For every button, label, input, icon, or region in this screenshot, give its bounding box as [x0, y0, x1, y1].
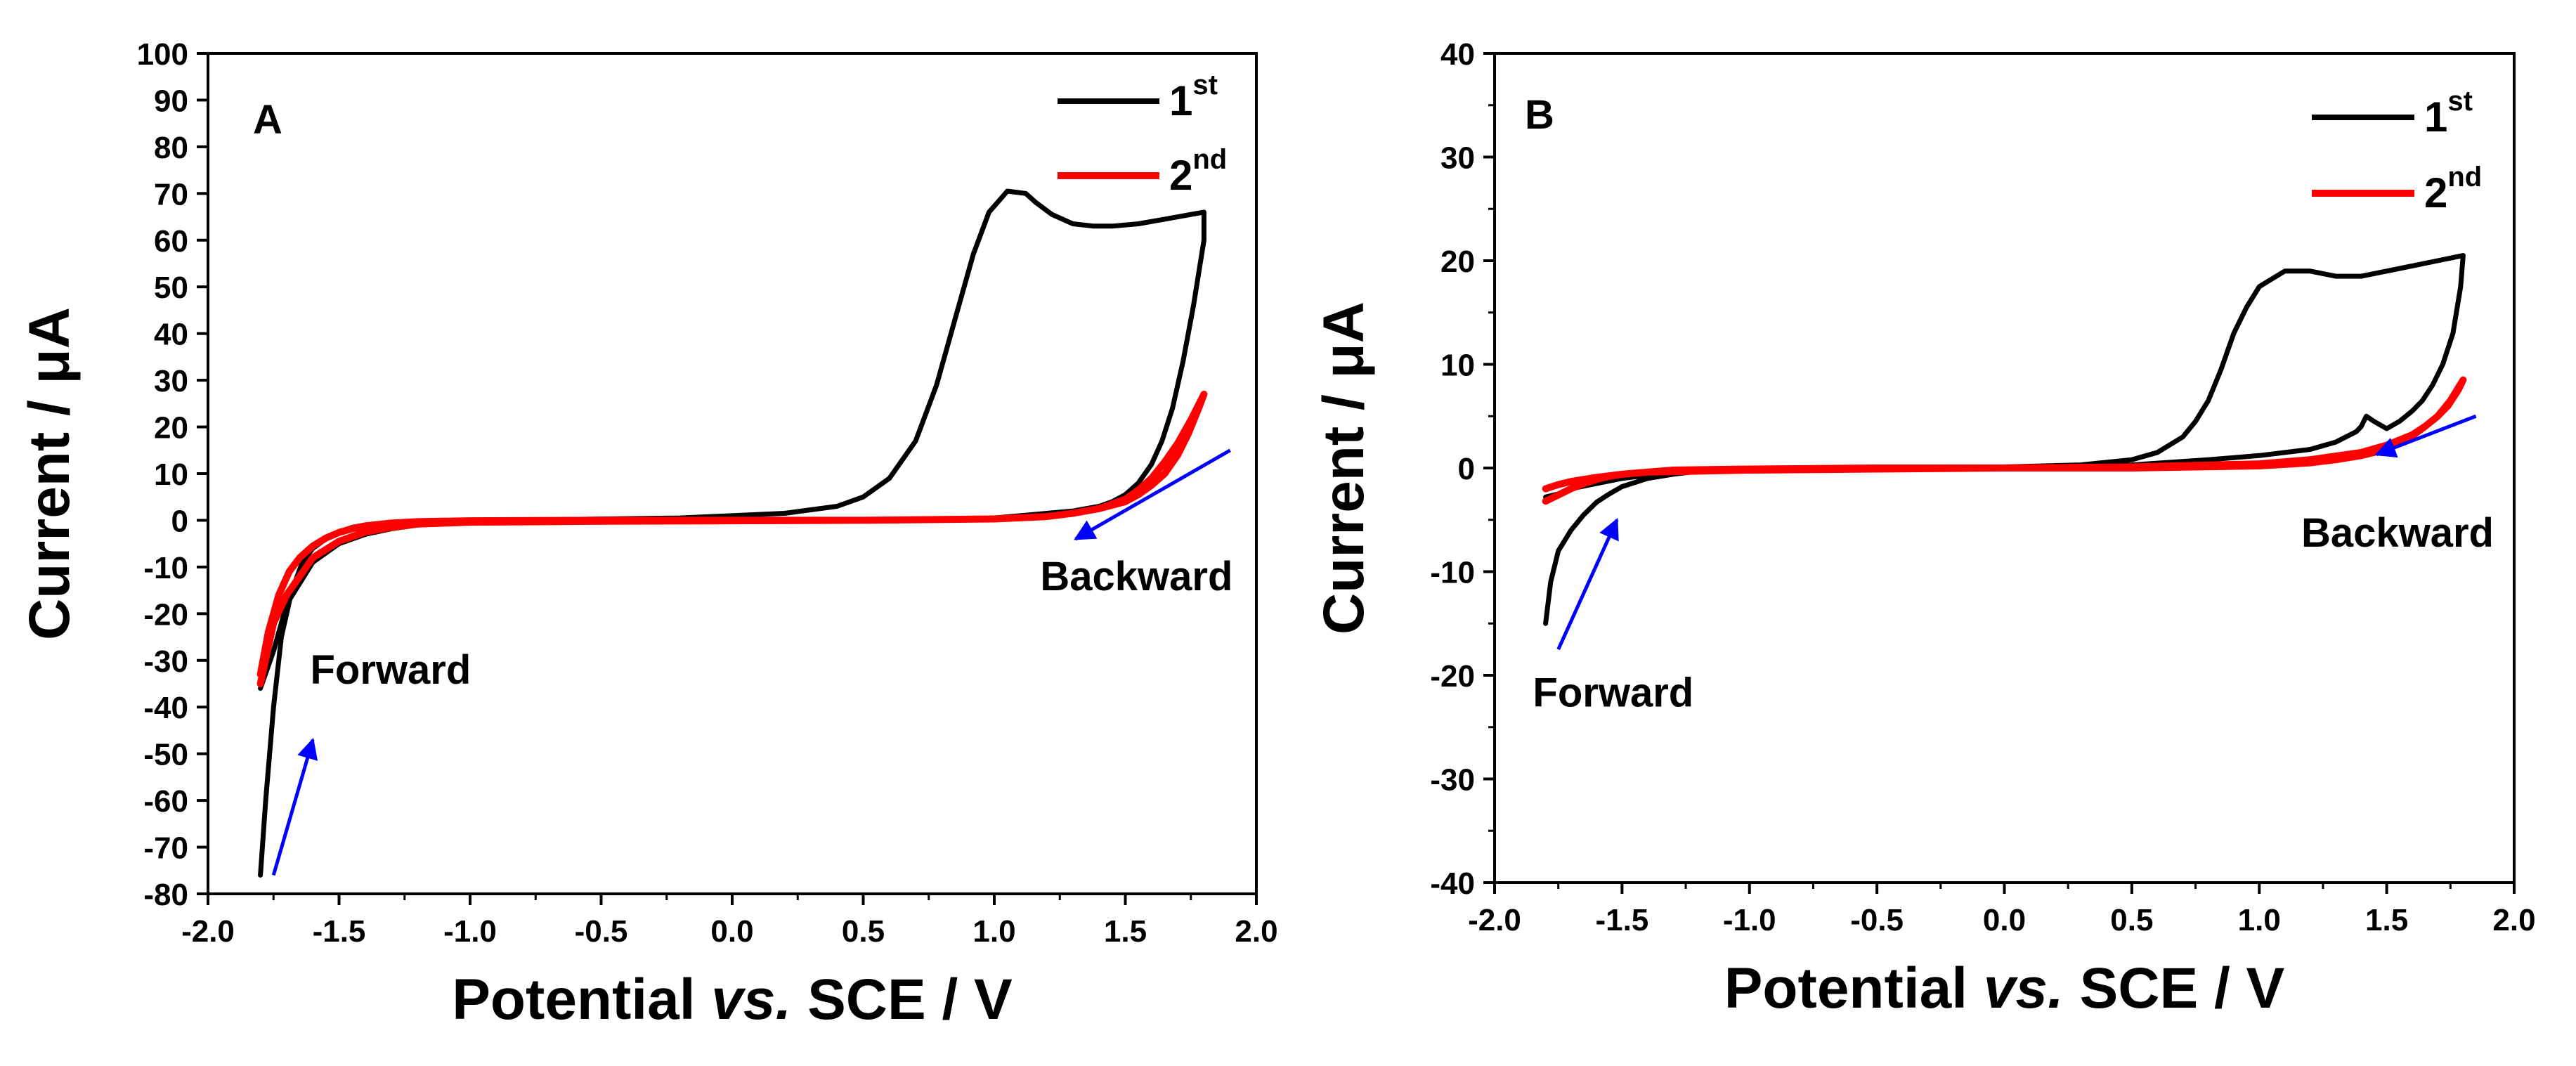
forward-arrow [1556, 518, 1619, 651]
x-axis-label-space [696, 968, 712, 1032]
x-tick-label: -0.5 [575, 914, 628, 949]
x-tick-label: 1.0 [972, 914, 1015, 949]
x-tick-label: 0.5 [2110, 903, 2153, 937]
legend-label: 1st [1169, 70, 1218, 124]
x-tick-label: -1.5 [313, 914, 366, 949]
legend-label-sup: nd [1192, 144, 1227, 175]
y-tick-label: -60 [143, 784, 188, 819]
x-axis-label: Potential vs. SCE / V [1724, 956, 2285, 1020]
y-tick-label: -30 [1430, 763, 1475, 798]
legend-label-base: 1 [1169, 77, 1192, 124]
x-tick-label: 0.5 [842, 914, 885, 949]
y-tick-label: -40 [1430, 866, 1475, 901]
series-line-first [258, 188, 1206, 878]
series-line-second [256, 391, 1208, 687]
x-tick-label: 0.0 [710, 914, 753, 949]
y-tick-label: 0 [1458, 452, 1475, 486]
annotation-backward: Backward [2301, 510, 2494, 556]
y-tick-label: -20 [143, 597, 188, 632]
series-line-second [1542, 376, 2467, 505]
x-tick-label: -1.0 [443, 914, 497, 949]
x-axis-label-rest: SCE / V [807, 968, 1013, 1032]
backward-arrow [1074, 448, 1231, 541]
y-tick-label: 30 [1440, 141, 1475, 176]
x-axis-label-space [1967, 956, 1984, 1020]
backward-arrow [2374, 414, 2477, 458]
y-tick-label: 10 [1440, 349, 1475, 383]
forward-arrow [271, 737, 318, 876]
panel-b: -2.0 -1.5 -1.0 -0.5 0.0 0.5 1.0 1.5 2.0 -40 -30 -20… [1312, 37, 2536, 1020]
x-tick-label: -1.5 [1595, 903, 1648, 937]
y-tick-label: -10 [143, 551, 188, 585]
annotation-forward: Forward [1533, 670, 1693, 715]
legend-label: 2nd [2424, 162, 2482, 216]
y-tick-label: 40 [154, 318, 188, 352]
legend-label-sup: st [1192, 70, 1218, 100]
legend-label-sup: st [2447, 86, 2473, 117]
panel-a: -2.0 -1.5 -1.0 -0.5 0.0 0.5 1.0 1.5 2.0 -80 -70 -60… [18, 37, 1278, 1032]
y-tick-label: -50 [143, 738, 188, 772]
x-tick-label: 1.5 [2365, 903, 2408, 937]
legend-label-base: 1 [2424, 93, 2447, 141]
legend-label-base: 2 [2424, 169, 2447, 216]
legend-label: 2nd [1169, 144, 1227, 199]
y-tick-label: -80 [143, 878, 188, 912]
panel-letter: B [1525, 92, 1554, 138]
x-axis-label: Potential vs. SCE / V [452, 968, 1013, 1032]
y-tick-label: 90 [154, 84, 188, 118]
x-tick-label: 0.0 [1983, 903, 2026, 937]
x-axis-label-main: Potential [1724, 956, 1967, 1020]
y-tick-label: 60 [154, 224, 188, 259]
x-axis-label-italic: vs. [1984, 956, 2064, 1020]
x-tick-label: 2.0 [1235, 914, 1277, 949]
y-tick-label: -10 [1430, 556, 1475, 590]
x-tick-label: 1.5 [1104, 914, 1147, 949]
x-axis-label-italic: vs. [711, 968, 791, 1032]
y-axis-label: Current / μA [1312, 301, 1376, 635]
y-tick-label: 20 [1440, 245, 1475, 279]
x-axis-label-space [791, 968, 807, 1032]
x-tick-label: -2.0 [181, 914, 235, 949]
y-tick-label: 70 [154, 177, 188, 212]
y-tick-label: 40 [1440, 37, 1475, 72]
series-line-first [1543, 253, 2466, 626]
y-tick-label: -30 [143, 644, 188, 679]
legend-label: 1st [2424, 86, 2473, 141]
y-tick-label: 50 [154, 271, 188, 305]
y-tick-label: 20 [154, 411, 188, 446]
y-tick-label: 30 [154, 364, 188, 398]
legend-label-base: 2 [1169, 152, 1192, 199]
x-tick-label: -1.0 [1723, 903, 1776, 937]
y-tick-label: 10 [154, 457, 188, 492]
x-axis-label-main: Potential [452, 968, 695, 1032]
annotation-forward: Forward [310, 647, 471, 693]
y-tick-label: 0 [171, 504, 188, 538]
y-tick-label: 100 [137, 37, 188, 72]
x-tick-label: -2.0 [1468, 903, 1521, 937]
y-tick-label: -40 [143, 691, 188, 725]
plot-frame [207, 52, 1258, 895]
x-tick-label: -0.5 [1850, 903, 1904, 937]
panel-letter: A [253, 97, 282, 143]
y-tick-label: -70 [143, 831, 188, 866]
legend-label-sup: nd [2447, 162, 2482, 193]
x-axis-label-space [2064, 956, 2080, 1020]
x-axis-label-rest: SCE / V [2080, 956, 2285, 1020]
x-tick-label: 1.0 [2238, 903, 2281, 937]
y-tick-label: -20 [1430, 659, 1475, 694]
annotation-backward: Backward [1040, 554, 1232, 599]
x-tick-label: 2.0 [2492, 903, 2535, 937]
y-axis-label: Current / μA [18, 307, 82, 640]
y-tick-label: 80 [154, 131, 188, 165]
